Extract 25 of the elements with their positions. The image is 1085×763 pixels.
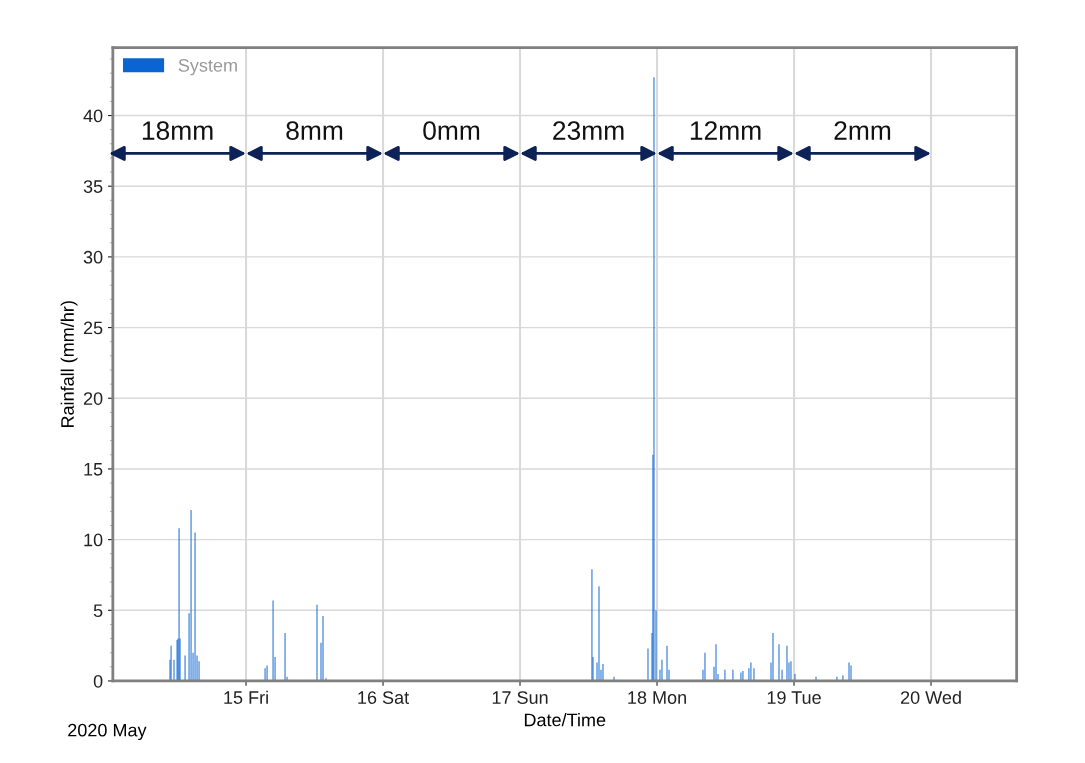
y-tick-label: 20 [83,392,103,405]
annotation: 2mm [834,121,891,140]
legend-label: System [178,59,237,76]
x-tick-label: 20 Wed [900,690,961,704]
x-axis-title: Date/Time [524,713,606,727]
x-tick-label: 17 Sun [492,691,548,704]
y-tick-label: 5 [93,604,103,618]
y-tick-label: 0 [93,674,103,688]
x-tick-label: 15 Fri [224,690,268,704]
annotation: 0mm [423,121,480,140]
y-tick-label: 15 [84,463,103,476]
y-tick-label: 40 [83,109,103,123]
annotation: 18mm [142,121,213,140]
annotation: 12mm [690,121,761,140]
y-tick-label: 25 [83,321,103,335]
x-tick-label: 18 Mon [628,691,686,704]
text: 2020 May [68,723,147,741]
y-tick-label: 30 [83,250,103,264]
x-tick-label: 16 Sat [358,691,409,704]
y-tick-label: 35 [83,180,103,193]
x-tick-label: 19 Tue [767,691,821,704]
y-axis-title: Rainfall (mm/hr) [60,301,78,428]
y-tick-label: 10 [84,533,103,547]
annotation: 8mm [286,121,343,140]
annotation: 23mm [553,121,624,140]
